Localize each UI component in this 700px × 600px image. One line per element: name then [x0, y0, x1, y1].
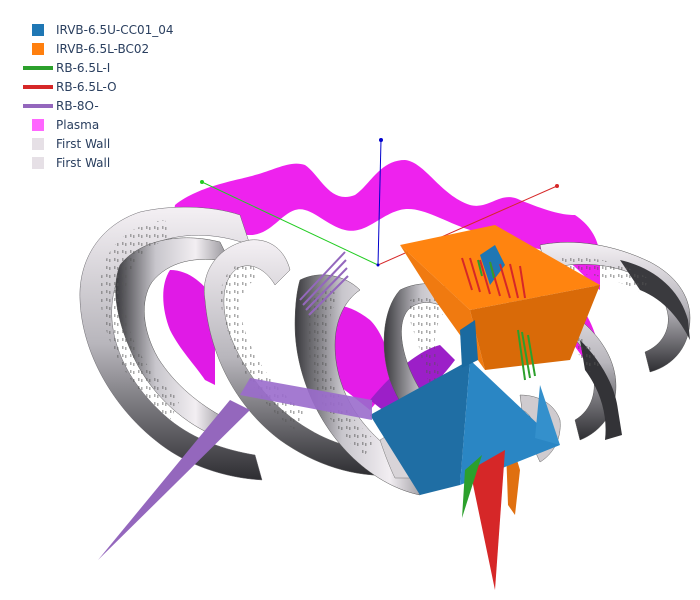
wall-right-upper-slotted [560, 257, 650, 292]
legend-item[interactable]: RB-8O- [20, 96, 220, 115]
legend-box-swatch [20, 39, 56, 58]
legend-label: RB-6.5L-I [56, 60, 111, 75]
legend-item[interactable]: Plasma [20, 115, 220, 134]
rb-green-rays [462, 259, 536, 518]
wall-left-slotted [100, 220, 180, 420]
legend-label: RB-8O- [56, 98, 99, 113]
axis-y-endpoint [200, 180, 204, 184]
wall-center-right-slotted [407, 295, 478, 445]
axis-origin [376, 263, 380, 267]
irvb-blue-left-face [370, 360, 470, 495]
irvb-blue-right-fin [535, 385, 560, 445]
legend-box-swatch [20, 153, 56, 172]
legend-line-swatch [20, 96, 56, 115]
rb-red-cone [470, 450, 505, 590]
legend-label: First Wall [56, 136, 111, 151]
axis-z-endpoint [379, 138, 383, 142]
rb-purple-lines [299, 251, 349, 316]
legend-label: RB-6.5L-O [56, 79, 117, 94]
rb-green-lines [477, 259, 536, 381]
axis-z-line [377, 139, 382, 266]
legend-item[interactable]: RB-6.5L-I [20, 58, 220, 77]
rb-red-lines [461, 257, 526, 299]
irvb-orange-right-face [470, 285, 600, 370]
irvb-blue [370, 245, 560, 495]
legend-item[interactable]: RB-6.5L-O [20, 77, 220, 96]
legend-label: IRVB-6.5L-BC02 [56, 41, 150, 56]
legend-box-swatch [20, 20, 56, 39]
irvb-blue-top-face [480, 245, 505, 285]
legend-label: First Wall [56, 155, 111, 170]
legend-item[interactable]: First Wall [20, 134, 220, 153]
irvb-blue-small-fin [460, 320, 478, 368]
legend-label: Plasma [56, 117, 100, 132]
rb-red-rays [461, 257, 526, 590]
legend-item[interactable]: IRVB-6.5U-CC01_04 [20, 20, 220, 39]
plasma-left-lobe [163, 270, 215, 385]
first-wall [79, 206, 691, 496]
legend: IRVB-6.5U-CC01_04 IRVB-6.5L-BC02 RB-6.5L-I… [20, 20, 220, 172]
plasma-upper-band [170, 160, 600, 290]
rb-purple-cone [98, 400, 250, 560]
legend-item[interactable]: First Wall [20, 153, 220, 172]
irvb-blue-right-face [460, 360, 560, 485]
rb-purple-rays [98, 251, 372, 560]
rb-green-cone [462, 455, 482, 518]
legend-line-swatch [20, 77, 56, 96]
legend-line-swatch [20, 58, 56, 77]
rb-purple-fan [240, 378, 372, 420]
wall-front-center-slotted [307, 290, 375, 455]
legend-label: IRVB-6.5U-CC01_04 [56, 22, 174, 37]
axis-x-endpoint [555, 184, 559, 188]
legend-box-swatch [20, 115, 56, 134]
legend-item[interactable]: IRVB-6.5L-BC02 [20, 39, 220, 58]
axis-y-line [201, 181, 379, 266]
legend-box-swatch [20, 134, 56, 153]
